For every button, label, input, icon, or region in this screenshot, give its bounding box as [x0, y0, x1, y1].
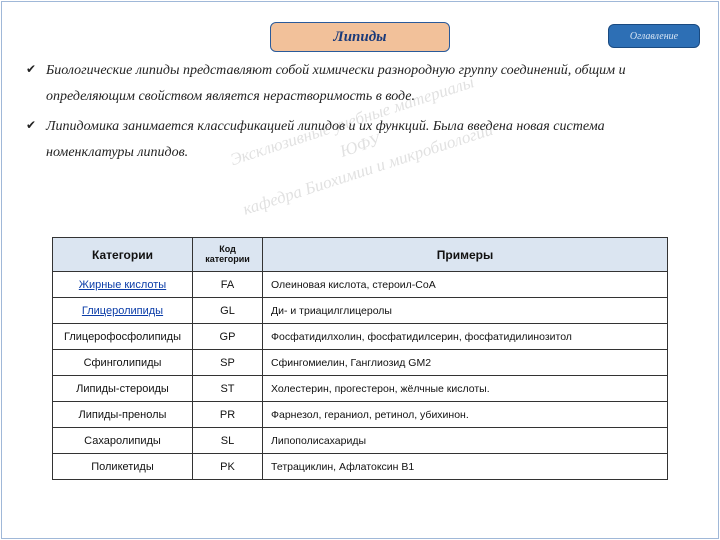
cell-category: Липиды-стероиды — [53, 376, 193, 402]
cell-example: Олеиновая кислота, стероил-CoA — [263, 272, 668, 298]
toc-button-label: Оглавление — [630, 31, 678, 42]
lipid-table: Категории Код категории Примеры Жирные к… — [52, 237, 668, 480]
table-row: СфинголипидыSPСфингомиелин, Ганглиозид G… — [53, 350, 668, 376]
cell-category[interactable]: Глицеролипиды — [53, 298, 193, 324]
table-row: Жирные кислотыFAОлеиновая кислота, стеро… — [53, 272, 668, 298]
table-body: Жирные кислотыFAОлеиновая кислота, стеро… — [53, 272, 668, 480]
table-row: ПоликетидыPKТетрациклин, Афлатоксин В1 — [53, 454, 668, 480]
table-row: СахаролипидыSLЛипополисахариды — [53, 428, 668, 454]
col-header-category: Категории — [53, 238, 193, 272]
cell-example: Липополисахариды — [263, 428, 668, 454]
cell-category: Поликетиды — [53, 454, 193, 480]
table-header-row: Категории Код категории Примеры — [53, 238, 668, 272]
cell-code: PK — [193, 454, 263, 480]
col-header-examples: Примеры — [263, 238, 668, 272]
cell-example: Тетрациклин, Афлатоксин В1 — [263, 454, 668, 480]
cell-example: Сфингомиелин, Ганглиозид GM2 — [263, 350, 668, 376]
cell-example: Ди- и триацилглицеролы — [263, 298, 668, 324]
cell-example: Фосфатидилхолин, фосфатидилсерин, фосфат… — [263, 324, 668, 350]
cell-code: GL — [193, 298, 263, 324]
cell-code: SL — [193, 428, 263, 454]
cell-example: Фарнезол, гераниол, ретинол, убихинон. — [263, 402, 668, 428]
table-row: Липиды-стероидыSTХолестерин, прогестерон… — [53, 376, 668, 402]
cell-code: SP — [193, 350, 263, 376]
slide-title: Липиды — [333, 29, 386, 46]
table-row: ГлицерофосфолипидыGPФосфатидилхолин, фос… — [53, 324, 668, 350]
cell-code: GP — [193, 324, 263, 350]
cell-example: Холестерин, прогестерон, жёлчные кислоты… — [263, 376, 668, 402]
lipid-table-wrap: Категории Код категории Примеры Жирные к… — [52, 237, 668, 480]
cell-category: Сфинголипиды — [53, 350, 193, 376]
table-row: ГлицеролипидыGLДи- и триацилглицеролы — [53, 298, 668, 324]
table-row: Липиды-пренолыPRФарнезол, гераниол, рети… — [53, 402, 668, 428]
bullet-item: Липидомика занимается классификацией лип… — [30, 114, 690, 166]
body-bullets: Биологические липиды представляют собой … — [30, 58, 690, 170]
slide-title-chip: Липиды — [270, 22, 450, 52]
cell-category: Глицерофосфолипиды — [53, 324, 193, 350]
cell-code: ST — [193, 376, 263, 402]
cell-category: Липиды-пренолы — [53, 402, 193, 428]
cell-category: Сахаролипиды — [53, 428, 193, 454]
toc-button[interactable]: Оглавление — [608, 24, 700, 48]
cell-category[interactable]: Жирные кислоты — [53, 272, 193, 298]
slide-frame: Эксклюзивные учебные материалы ЮФУ кафед… — [1, 1, 719, 539]
cell-code: PR — [193, 402, 263, 428]
bullet-item: Биологические липиды представляют собой … — [30, 58, 690, 110]
cell-code: FA — [193, 272, 263, 298]
col-header-code: Код категории — [193, 238, 263, 272]
